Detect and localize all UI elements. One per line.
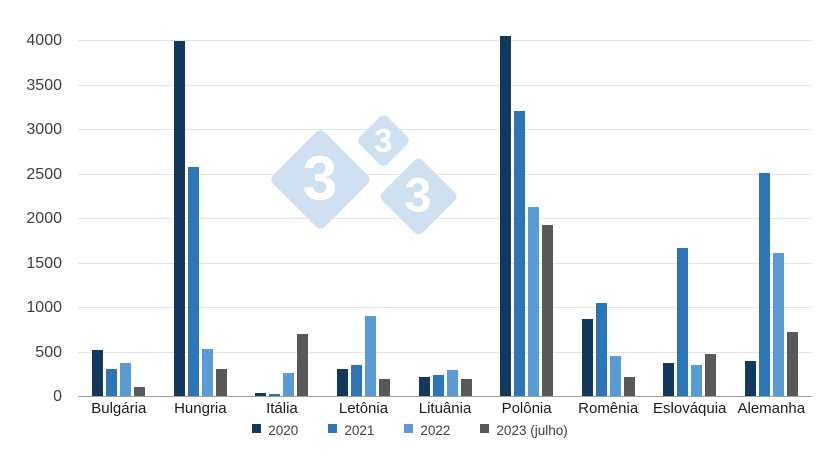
gridline	[78, 84, 812, 86]
bar-polônia-2022	[528, 206, 540, 397]
bar-hungria-2023	[215, 368, 227, 397]
bar-itália-2023	[297, 333, 309, 397]
bar-hungria-2022	[201, 348, 213, 397]
bar-romênia-2022	[609, 356, 621, 397]
gridline	[78, 307, 812, 308]
bar-groups	[78, 20, 812, 397]
y-tick-label: 500	[35, 343, 62, 361]
y-tick-label: 3500	[26, 76, 62, 94]
bar-bulgária-2021	[106, 368, 118, 397]
y-tick-label: 4000	[26, 32, 62, 49]
bar-hungria-2021	[187, 167, 199, 397]
x-category-label-itália: Itália	[266, 400, 298, 417]
x-category-label-romênia: Romênia	[578, 400, 639, 417]
bar-bulgária-2023	[134, 387, 146, 397]
x-axis-baseline	[78, 396, 812, 397]
legend: 2020 2021 2022 2023 (julho)	[0, 423, 820, 438]
bar-group-lituânia	[404, 20, 486, 397]
bar-eslováquia-2022	[691, 365, 703, 397]
legend-item-2020: 2020	[252, 423, 298, 438]
bar-romênia-2021	[595, 302, 607, 397]
bar-group-letônia	[323, 20, 405, 397]
legend-item-2023: 2023 (julho)	[480, 423, 568, 438]
bar-group-romênia	[567, 20, 649, 397]
bar-eslováquia-2020	[663, 363, 675, 397]
bar-group-eslováquia	[649, 20, 731, 397]
bar-alemanha-2023	[786, 332, 798, 397]
legend-label: 2020	[268, 423, 299, 438]
legend-item-2022: 2022	[404, 423, 450, 438]
plot-area: 3 3 3	[78, 20, 812, 397]
bar-group-alemanha	[731, 20, 813, 397]
bar-itália-2022	[283, 373, 295, 397]
bar-romênia-2023	[623, 377, 635, 397]
x-category-label-eslováquia: Eslováquia	[653, 400, 727, 417]
legend-label: 2022	[420, 423, 451, 438]
bar-lituânia-2020	[418, 376, 430, 397]
bar-alemanha-2020	[744, 360, 756, 397]
legend-label: 2023 (julho)	[496, 423, 568, 438]
bar-polônia-2020	[500, 35, 512, 397]
legend-marker-icon	[252, 424, 262, 433]
bar-bulgária-2022	[120, 363, 132, 397]
bar-group-polônia	[486, 20, 568, 397]
gridline	[78, 129, 812, 130]
y-tick-label: 1000	[26, 299, 62, 316]
bar-alemanha-2022	[772, 252, 784, 397]
y-tick-label: 1500	[26, 254, 62, 272]
bar-lituânia-2023	[460, 379, 472, 397]
bar-polônia-2021	[514, 111, 526, 397]
legend-marker-icon	[328, 424, 338, 433]
bar-lituânia-2021	[432, 374, 444, 397]
y-tick-label: 3000	[26, 121, 62, 138]
bar-alemanha-2021	[758, 172, 770, 397]
bar-eslováquia-2021	[677, 248, 689, 397]
bar-group-bulgária	[78, 20, 160, 397]
bar-letônia-2021	[350, 365, 362, 397]
x-category-label-bulgária: Bulgária	[91, 400, 147, 417]
bar-group-itália	[241, 20, 323, 397]
legend-label: 2021	[344, 423, 375, 438]
x-category-label-alemanha: Alemanha	[737, 400, 806, 417]
x-category-label-lituânia: Lituânia	[418, 400, 472, 417]
legend-item-2021: 2021	[328, 423, 374, 438]
gridline	[78, 262, 812, 264]
x-category-label-letônia: Letônia	[338, 400, 389, 417]
bar-letônia-2022	[364, 316, 376, 397]
y-tick-label: 2000	[26, 210, 62, 227]
gridline	[78, 351, 812, 353]
bar-eslováquia-2023	[705, 354, 717, 397]
bar-hungria-2020	[173, 41, 185, 397]
bar-polônia-2023	[542, 225, 554, 397]
bar-bulgária-2020	[92, 349, 104, 397]
bar-letônia-2020	[336, 368, 348, 397]
bar-itália-2021	[269, 394, 281, 397]
y-tick-label: 0	[53, 388, 62, 405]
bar-letônia-2023	[378, 379, 390, 397]
gridline	[78, 40, 812, 41]
x-category-label-hungria: Hungria	[174, 400, 227, 417]
legend-marker-icon	[404, 424, 414, 433]
y-axis: 0 500 1000 1500 2000 2500 3000 3500 4000	[0, 20, 62, 405]
bar-itália-2020	[255, 392, 267, 397]
bar-romênia-2020	[581, 318, 593, 397]
x-axis: Bulgária Hungria Itália Letônia Lituânia Polô…	[78, 400, 812, 417]
x-category-label-polônia: Polônia	[501, 400, 552, 417]
bar-lituânia-2022	[446, 370, 458, 397]
bar-group-hungria	[160, 20, 242, 397]
y-tick-label: 2500	[26, 165, 62, 183]
legend-marker-icon	[480, 424, 490, 433]
